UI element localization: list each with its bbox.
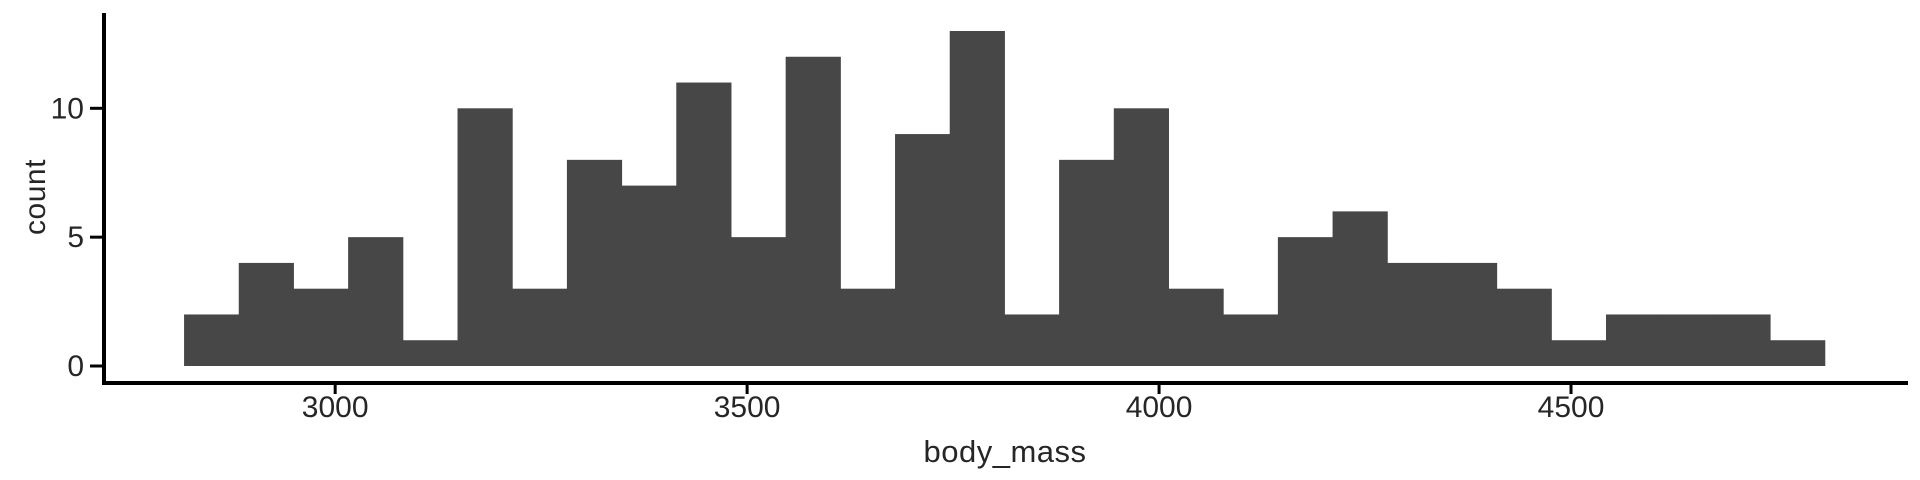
histogram-bar <box>402 340 459 366</box>
histogram-bar <box>895 134 951 366</box>
histogram-bar <box>348 237 404 366</box>
histogram-bar <box>566 159 623 366</box>
histogram-bar <box>512 288 568 366</box>
x-axis-title: body_mass <box>923 434 1087 469</box>
histogram-bar <box>238 262 294 366</box>
histogram-bar <box>1113 108 1169 367</box>
y-axis-line <box>102 13 106 385</box>
y-axis-title: count <box>19 159 52 235</box>
histogram-bar <box>1715 314 1771 366</box>
histogram-bar <box>730 237 787 366</box>
histogram-bar <box>1004 314 1060 366</box>
y-tick-label: 10 <box>51 92 84 125</box>
histogram-bar <box>1168 288 1224 366</box>
x-tick-label: 3000 <box>302 391 369 424</box>
y-tick-label: 0 <box>67 350 84 383</box>
x-tick <box>1569 383 1573 394</box>
histogram-bar <box>457 108 513 367</box>
y-tick-label: 5 <box>67 221 84 254</box>
histogram-bar <box>1223 314 1279 366</box>
histogram-bar <box>1059 159 1115 366</box>
histogram-bar <box>293 288 349 366</box>
histogram-bar <box>949 30 1005 367</box>
x-tick <box>745 383 749 394</box>
histogram-bar <box>184 314 240 366</box>
histogram-bar <box>1277 237 1334 366</box>
x-tick-label: 4500 <box>1538 391 1605 424</box>
histogram-bar <box>1660 314 1716 366</box>
x-tick-label: 4000 <box>1126 391 1193 424</box>
histogram-bar <box>785 56 841 366</box>
x-tick-label: 3500 <box>714 391 781 424</box>
histogram-bar <box>1551 340 1607 366</box>
histogram-bar <box>621 185 677 366</box>
y-tick <box>90 364 102 368</box>
x-tick <box>333 383 337 394</box>
x-tick <box>1157 383 1161 394</box>
x-axis-line <box>102 381 1908 385</box>
histogram-bar <box>1606 314 1662 366</box>
histogram-bar <box>1441 262 1498 366</box>
histogram-bar <box>840 288 896 366</box>
y-tick <box>90 235 102 239</box>
histogram-bar <box>1332 211 1388 366</box>
histogram-bar <box>676 82 732 366</box>
histogram-bar <box>1770 340 1826 366</box>
y-tick <box>90 106 102 110</box>
histogram-bar <box>1496 288 1552 366</box>
histogram-bar <box>1387 262 1443 366</box>
